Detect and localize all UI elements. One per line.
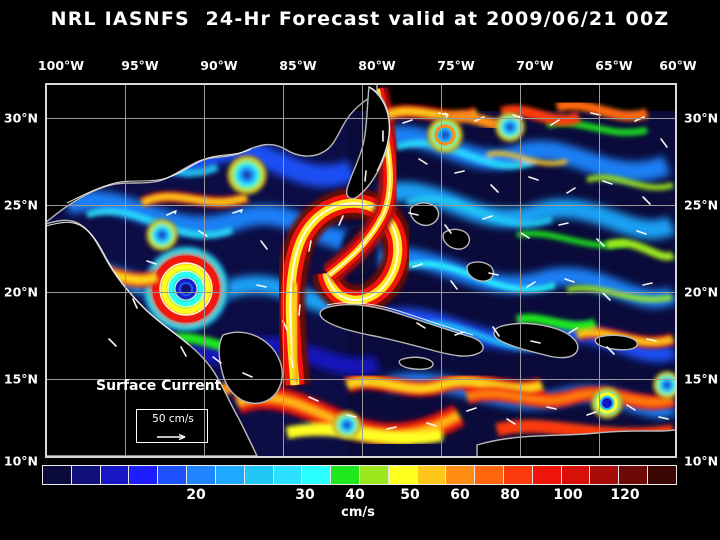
scale-legend-value: 50 cm/s [152,413,194,425]
lon-label-90w: 90°W [200,58,238,73]
lat-label-right-25n: 25°N [684,197,719,213]
colorbar-cell-21 [648,466,676,484]
colorbar-cell-2 [100,466,130,484]
gridline-lat-30n [47,118,675,119]
lat-label-left-25n: 25°N [3,197,38,213]
gridline-lon-95w [125,85,126,456]
gridline-lat-20n [47,292,675,293]
lon-label-80w: 80°W [358,58,396,73]
page-title: NRL IASNFS 24-Hr Forecast valid at 2009/… [50,8,670,30]
colorbar-cell-7 [244,466,274,484]
gridline-lon-70w [520,85,521,456]
lat-label-right-20n: 20°N [684,284,719,300]
colorbar-cell-11 [359,466,389,484]
colorbar-tick-40: 40 [345,487,365,503]
lat-label-right-15n: 15°N [684,371,719,387]
lat-label-left-20n: 20°N [3,284,38,300]
right-arrow-icon [157,433,186,441]
map-canvas [47,85,675,456]
current-speed-field [47,85,675,456]
colorbar-tick-20: 20 [186,487,206,503]
colorbar-cell-14 [446,466,476,484]
gridline-lat-25n [47,205,675,206]
colorbar-unit-label: cm/s [341,505,375,520]
lon-label-60w: 60°W [659,58,697,73]
colorbar-cell-4 [158,466,188,484]
lon-label-75w: 75°W [437,58,475,73]
colorbar-tick-50: 50 [400,487,420,503]
colorbar-cell-0 [43,466,72,484]
gridline-lon-90w [204,85,205,456]
colorbar-cell-20 [619,466,649,484]
colorbar-cell-10 [331,466,360,484]
colorbar-cell-8 [273,466,303,484]
lon-label-70w: 70°W [516,58,554,73]
lon-label-65w: 65°W [595,58,633,73]
colorbar-cell-9 [302,466,332,484]
gridline-lat-15n [47,379,675,380]
colorbar-tick-30: 30 [295,487,315,503]
scale-legend-box: 50 cm/s [136,409,208,443]
lat-label-right-10n: 10°N [684,453,719,469]
colorbar-cell-5 [187,466,216,484]
colorbar-tick-80: 80 [500,487,520,503]
gridline-lon-85w [283,85,284,456]
gulf-eddy [142,245,230,333]
colorbar-tick-100: 100 [553,487,583,503]
gridline-lon-65w [599,85,600,456]
colorbar-cell-12 [388,466,418,484]
colorbar-cell-6 [215,466,245,484]
colorbar-cell-19 [590,466,620,484]
lon-label-100w: 100°W [37,58,85,73]
map-frame [45,83,677,458]
colorbar-cell-1 [71,466,101,484]
colorbar-tick-60: 60 [450,487,470,503]
colorbar-cell-3 [129,466,159,484]
lat-label-left-10n: 10°N [3,453,38,469]
velocity-arrows [108,112,669,430]
lat-label-left-15n: 15°N [3,371,38,387]
lat-label-left-30n: 30°N [3,110,38,126]
colorbar [42,465,677,485]
surface-current-label: Surface Current [96,378,222,394]
colorbar-cell-17 [532,466,562,484]
lat-label-right-30n: 30°N [684,110,719,126]
colorbar-tick-120: 120 [610,487,640,503]
colorbar-cell-15 [475,466,504,484]
colorbar-cell-16 [504,466,533,484]
colorbar-cell-18 [561,466,591,484]
gridline-lon-80w [362,85,363,456]
gridline-lon-75w [441,85,442,456]
colorbar-cell-13 [417,466,447,484]
lon-label-85w: 85°W [279,58,317,73]
lon-label-95w: 95°W [121,58,159,73]
